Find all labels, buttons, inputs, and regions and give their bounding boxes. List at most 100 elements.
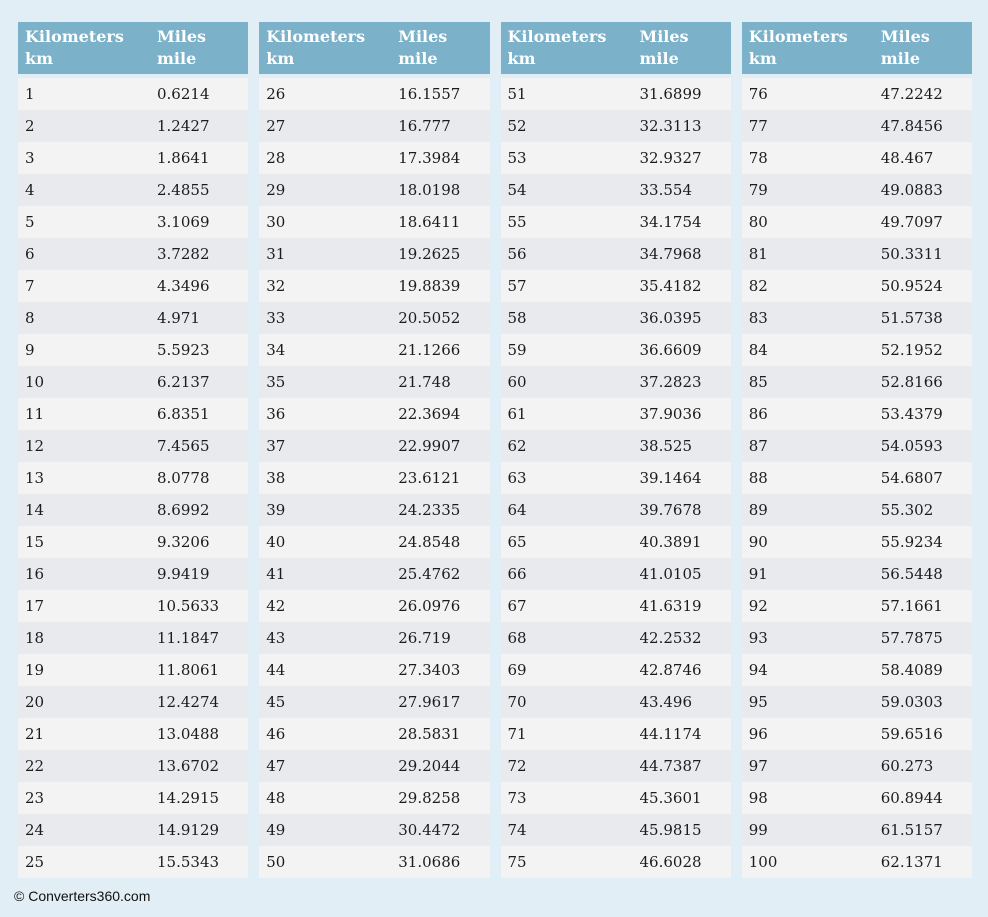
km-value: 38 <box>266 469 286 487</box>
km-value: 50 <box>266 853 286 871</box>
km-value: 27 <box>266 117 286 135</box>
km-value: 54 <box>507 181 527 199</box>
table-row: 96 59.6516 <box>741 718 972 750</box>
miles-value: 27.9617 <box>398 693 461 711</box>
table-row: 57 35.4182 <box>500 270 731 302</box>
table-row: 20 12.4274 <box>18 686 249 718</box>
miles-value: 2.4855 <box>157 181 210 199</box>
table-body: 26 16.1557 27 16.777 28 17.3984 29 18.0198 30 18.… <box>259 78 490 878</box>
table-row: 28 17.3984 <box>259 142 490 174</box>
miles-value: 16.1557 <box>398 85 461 103</box>
miles-value: 34.1754 <box>639 213 702 231</box>
table-row: 8 4.971 <box>18 302 249 334</box>
km-value: 24 <box>25 821 45 839</box>
km-value: 96 <box>748 725 768 743</box>
km-value: 5 <box>25 213 35 231</box>
kilometers-label: Kilometers <box>507 27 607 46</box>
miles-value: 11.1847 <box>157 629 220 647</box>
table-row: 86 53.4379 <box>741 398 972 430</box>
kilometers-unit: km <box>748 49 777 68</box>
miles-value: 18.6411 <box>398 213 461 231</box>
km-value: 56 <box>507 245 527 263</box>
table-row: 45 27.9617 <box>259 686 490 718</box>
km-value: 91 <box>748 565 768 583</box>
table-row: 35 21.748 <box>259 366 490 398</box>
table-row: 23 14.2915 <box>18 782 249 814</box>
km-value: 68 <box>507 629 527 647</box>
km-value: 31 <box>266 245 286 263</box>
km-value: 66 <box>507 565 527 583</box>
km-value: 69 <box>507 661 527 679</box>
table-row: 67 41.6319 <box>500 590 731 622</box>
miles-unit: mile <box>880 49 921 68</box>
table-row: 18 11.1847 <box>18 622 249 654</box>
miles-value: 59.6516 <box>880 725 943 743</box>
table-row: 90 55.9234 <box>741 526 972 558</box>
table-row: 92 57.1661 <box>741 590 972 622</box>
table-row: 47 29.2044 <box>259 750 490 782</box>
km-value: 93 <box>748 629 768 647</box>
miles-value: 22.9907 <box>398 437 461 455</box>
miles-value: 50.3311 <box>880 245 943 263</box>
conversion-table-4: Kilometers km Miles mile 76 47.2242 77 47.8… <box>741 22 972 878</box>
miles-value: 28.5831 <box>398 725 461 743</box>
km-value: 89 <box>748 501 768 519</box>
miles-value: 6.8351 <box>157 405 210 423</box>
miles-value: 37.2823 <box>639 373 702 391</box>
miles-value: 9.9419 <box>157 565 210 583</box>
km-value: 13 <box>25 469 45 487</box>
table-row: 2 1.2427 <box>18 110 249 142</box>
table-row: 44 27.3403 <box>259 654 490 686</box>
table-header: Kilometers km Miles mile <box>259 22 490 74</box>
miles-value: 38.525 <box>639 437 693 455</box>
table-row: 48 29.8258 <box>259 782 490 814</box>
conversion-table-1: Kilometers km Miles mile 1 0.6214 2 1.2427 3… <box>18 22 249 878</box>
table-row: 71 44.1174 <box>500 718 731 750</box>
table-row: 75 46.6028 <box>500 846 731 878</box>
km-value: 100 <box>748 853 778 871</box>
table-row: 10 6.2137 <box>18 366 249 398</box>
miles-value: 60.273 <box>880 757 934 775</box>
km-value: 63 <box>507 469 527 487</box>
km-value: 61 <box>507 405 527 423</box>
kilometers-column-header: Kilometers km <box>18 26 157 70</box>
km-value: 41 <box>266 565 286 583</box>
km-value: 99 <box>748 821 768 839</box>
miles-value: 36.0395 <box>639 309 702 327</box>
miles-value: 58.4089 <box>880 661 943 679</box>
table-row: 29 18.0198 <box>259 174 490 206</box>
miles-value: 52.1952 <box>880 341 943 359</box>
km-value: 1 <box>25 85 35 103</box>
km-value: 83 <box>748 309 768 327</box>
km-value: 6 <box>25 245 35 263</box>
miles-value: 46.6028 <box>639 853 702 871</box>
km-value: 44 <box>266 661 286 679</box>
table-row: 94 58.4089 <box>741 654 972 686</box>
miles-value: 27.3403 <box>398 661 461 679</box>
km-value: 97 <box>748 757 768 775</box>
km-value: 84 <box>748 341 768 359</box>
miles-value: 3.1069 <box>157 213 210 231</box>
km-value: 30 <box>266 213 286 231</box>
table-row: 43 26.719 <box>259 622 490 654</box>
km-value: 21 <box>25 725 45 743</box>
miles-unit: mile <box>639 49 679 68</box>
miles-value: 52.8166 <box>880 373 943 391</box>
km-value: 88 <box>748 469 768 487</box>
kilometers-column-header: Kilometers km <box>259 26 398 70</box>
miles-value: 42.2532 <box>639 629 702 647</box>
table-row: 6 3.7282 <box>18 238 249 270</box>
table-row: 91 56.5448 <box>741 558 972 590</box>
miles-value: 41.6319 <box>639 597 702 615</box>
table-row: 37 22.9907 <box>259 430 490 462</box>
km-value: 8 <box>25 309 35 327</box>
miles-value: 47.2242 <box>880 85 943 103</box>
table-row: 100 62.1371 <box>741 846 972 878</box>
miles-value: 41.0105 <box>639 565 702 583</box>
miles-value: 32.3113 <box>639 117 702 135</box>
table-row: 52 32.3113 <box>500 110 731 142</box>
km-value: 79 <box>748 181 768 199</box>
miles-value: 60.8944 <box>880 789 943 807</box>
miles-value: 7.4565 <box>157 437 210 455</box>
table-row: 77 47.8456 <box>741 110 972 142</box>
